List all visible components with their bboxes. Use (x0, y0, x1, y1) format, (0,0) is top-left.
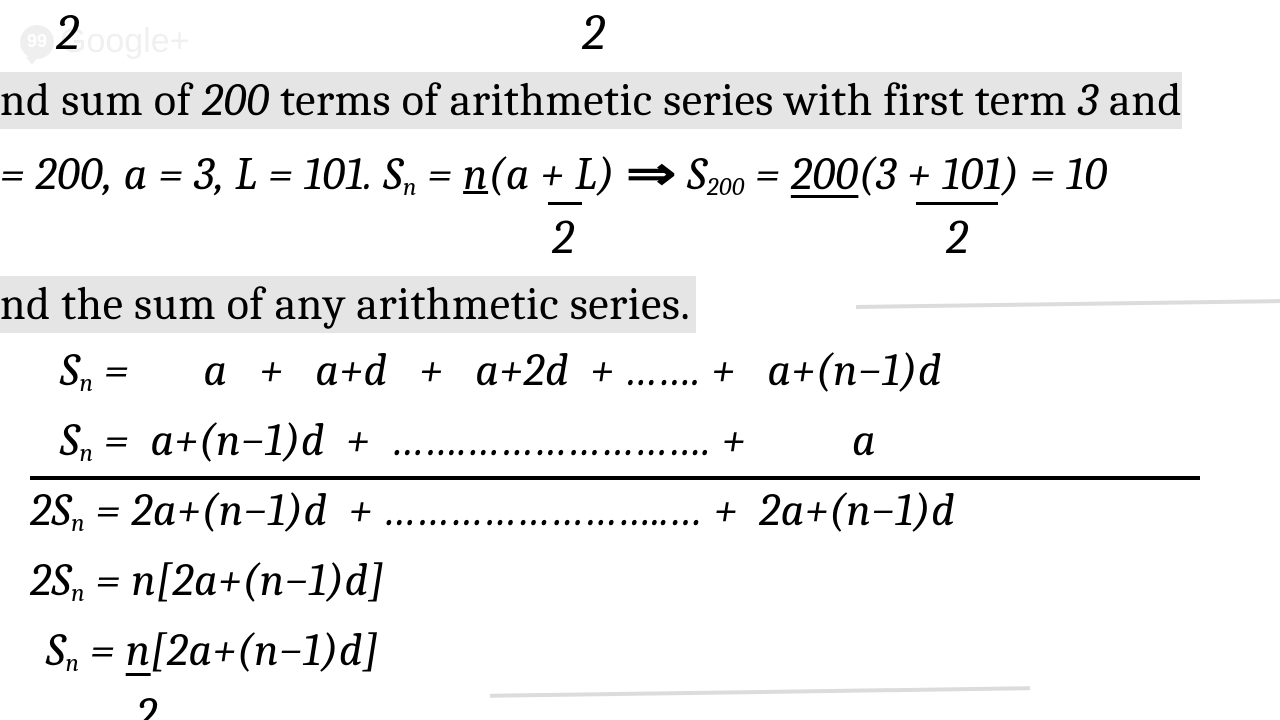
math-document-page: 99 Google+ 2 2 nd sum of 200 terms of ar… (0, 0, 1280, 720)
r5-num: n (126, 624, 151, 677)
r5-rest: [2a+(n−1)d] (151, 624, 379, 677)
r2-lhs: S (60, 414, 80, 467)
r2-p2: + (711, 414, 852, 467)
r4-eq: = (85, 554, 131, 607)
r1-lhs: S (60, 344, 80, 397)
deriv-row-5: Sn = n[2a+(n−1)d] (46, 624, 379, 677)
calc-e: = (745, 148, 791, 201)
top-denom-mid: 2 (582, 4, 605, 62)
r2-eq: = (94, 414, 151, 467)
r5-lhs-sub: n (66, 649, 80, 678)
r2-p1: + (325, 414, 391, 467)
r1-t2: a+d (315, 344, 387, 397)
r4-lhs: 2S (30, 554, 71, 607)
r3-t1: 2a+(n−1)d (131, 484, 327, 537)
watermark-symbol: 99 (27, 31, 47, 52)
r1-t1: a (203, 344, 227, 397)
r4-lhs-sub: n (71, 579, 85, 608)
google-plus-watermark: 99 Google+ (20, 22, 190, 61)
r3-lhs-sub: n (71, 509, 85, 538)
r5-lhs: S (46, 624, 66, 677)
calc-b: = (417, 148, 463, 201)
r2-lhs-sub: n (80, 439, 94, 468)
deriv-row-1: Sn = a + a+d + a+2d + ……. + a+(n−1)d (60, 344, 942, 397)
r1-p1: + (228, 344, 316, 397)
summation-rule (30, 476, 1200, 480)
line1-3: 3 (1078, 74, 1099, 127)
r1-t4: a+(n−1)d (767, 344, 942, 397)
line1-200: 200 (202, 74, 270, 127)
r2-t1: a+(n−1)d (150, 414, 325, 467)
r5-eq: = (80, 624, 126, 677)
light-rule-1 (856, 299, 1280, 309)
derivation-heading: nd the sum of any arithmetic series. (0, 278, 696, 331)
r1-p2: + (388, 344, 476, 397)
frac-bar-200 (916, 202, 998, 205)
r5-denom: 2 (136, 688, 158, 720)
r3-lhs: 2S (30, 484, 71, 537)
calc-c: (a + L) (488, 148, 626, 201)
calc-d: S (677, 148, 707, 201)
line1-pre: nd sum of (0, 74, 202, 127)
r3-p1: + (328, 484, 384, 537)
r2-t2: a (852, 414, 876, 467)
calc-200-numer: 200 (791, 148, 859, 201)
r2-dots: …….…………………. (391, 414, 711, 467)
r3-dots: ……………………..… (383, 484, 703, 537)
r3-p2: + (703, 484, 759, 537)
r1-eq: = (94, 344, 204, 397)
r3-t2: 2a+(n−1)d (759, 484, 955, 537)
top-denom-left: 2 (56, 4, 79, 62)
frac-bar-n (548, 202, 582, 205)
calc-n-numer: n (463, 148, 488, 201)
calc-sub200: 200 (707, 173, 745, 202)
line1-post: and (1099, 74, 1182, 127)
light-rule-2 (490, 686, 1030, 698)
r1-p3: + ……. + (569, 344, 767, 397)
deriv-row-2: Sn = a+(n−1)d + …….…………………. + a (60, 414, 876, 467)
calculation-line: = 200, a = 3, L = 101. Sn = n(a + L) ⇒ S… (0, 146, 1107, 201)
r4-rhs: n[2a+(n−1)d] (131, 554, 384, 607)
r1-t3: a+2d (475, 344, 569, 397)
denom-2b: 2 (946, 210, 969, 265)
arrow-icon: ⇒ (626, 146, 677, 201)
line3-text: nd the sum of any arithmetic series. (0, 276, 696, 333)
calc-sub-n: n (403, 173, 417, 202)
hangouts-icon: 99 (20, 25, 54, 59)
deriv-row-3: 2Sn = 2a+(n−1)d + ……………………..… + 2a+(n−1)… (30, 484, 955, 537)
r3-eq: = (85, 484, 131, 537)
r1-lhs-sub: n (80, 369, 94, 398)
line1-mid: terms of arithmetic series with first te… (270, 74, 1078, 127)
problem-statement: nd sum of 200 terms of arithmetic series… (0, 74, 1182, 127)
deriv-row-4: 2Sn = n[2a+(n−1)d] (30, 554, 385, 607)
calc-a: = 200, a = 3, L = 101. S (0, 148, 403, 201)
denom-2a: 2 (552, 210, 575, 265)
calc-f: (3 + 101) = 10 (858, 148, 1107, 201)
